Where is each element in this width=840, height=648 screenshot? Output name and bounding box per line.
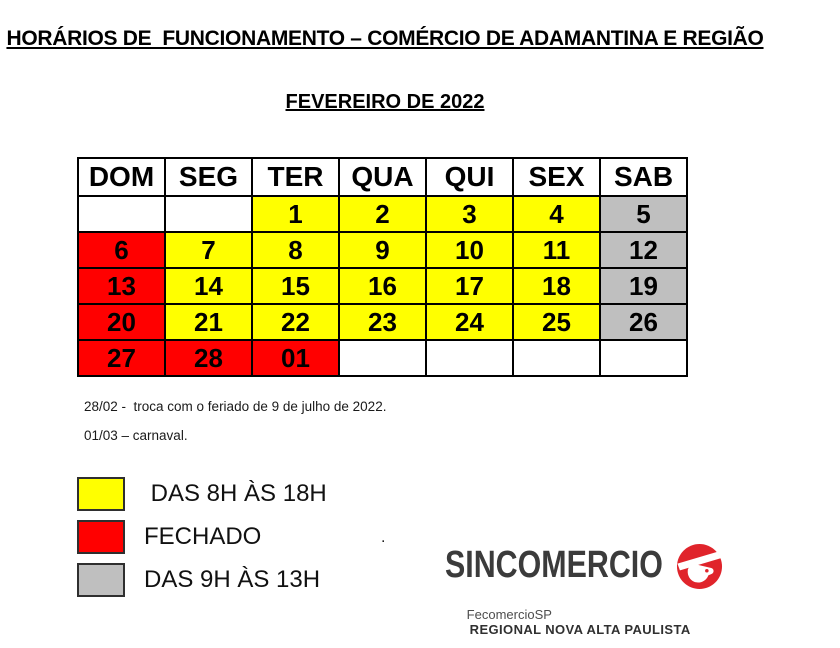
calendar-day-cell: 28	[164, 339, 253, 377]
brand-wordmark: SINCOMERCIO	[445, 544, 663, 586]
legend-label: FECHADO	[144, 523, 262, 550]
calendar-day-cell	[512, 339, 601, 377]
calendar-day-cell: 12	[599, 231, 688, 269]
weekday-header-seg: SEG	[164, 157, 253, 197]
footnotes: 28/02 - troca com o feriado de 9 de julh…	[84, 399, 386, 457]
calendar-day-cell: 16	[338, 267, 427, 305]
note-line: 01/03 – carnaval.	[84, 428, 188, 443]
page-title: HORÁRIOS DE FUNCIONAMENTO – COMÉRCIO DE …	[6, 27, 764, 50]
calendar-week-row: 20 21 22 23 24 25 26	[77, 303, 688, 341]
legend-item: DAS 8H ÀS 18H	[77, 477, 327, 511]
weekday-header-qui: QUI	[425, 157, 514, 197]
calendar-week-row: 27 28 01	[77, 339, 688, 377]
weekday-header-ter: TER	[251, 157, 340, 197]
calendar-day-cell: 24	[425, 303, 514, 341]
legend-swatch-open-9-13	[77, 563, 125, 597]
calendar-day-cell: 26	[599, 303, 688, 341]
calendar-day-cell: 5	[599, 195, 688, 233]
calendar-day-cell: 18	[512, 267, 601, 305]
legend: DAS 8H ÀS 18H FECHADO DAS 9H ÀS 13H	[77, 477, 327, 606]
legend-label: DAS 8H ÀS 18H	[144, 480, 327, 507]
tagline-regional: REGIONAL NOVA ALTA PAULISTA	[469, 622, 691, 637]
calendar-day-cell: 11	[512, 231, 601, 269]
calendar-day-cell: 8	[251, 231, 340, 269]
legend-label: DAS 9H ÀS 13H	[144, 566, 321, 593]
sincomercio-logo: SINCOMERCIO FecomercioSP REGIONAL NOVA A…	[445, 543, 735, 648]
legend-swatch-open-8-18	[77, 477, 125, 511]
fecomercio-circle-icon	[676, 543, 723, 590]
calendar-week-row: 1 2 3 4 5	[77, 195, 688, 233]
legend-item: FECHADO	[77, 520, 327, 554]
calendar-day-cell: 7	[164, 231, 253, 269]
calendar-day-cell: 9	[338, 231, 427, 269]
legend-item: DAS 9H ÀS 13H	[77, 563, 327, 597]
legend-swatch-closed	[77, 520, 125, 554]
calendar-week-row: 13 14 15 16 17 18 19	[77, 267, 688, 305]
calendar-day-cell	[338, 339, 427, 377]
calendar-day-cell: 10	[425, 231, 514, 269]
weekday-header-sex: SEX	[512, 157, 601, 197]
calendar-day-cell: 20	[77, 303, 166, 341]
logo-tagline: FecomercioSP REGIONAL NOVA ALTA PAULISTA	[445, 592, 735, 648]
stray-period: .	[381, 529, 386, 546]
calendar-day-cell: 23	[338, 303, 427, 341]
calendar-day-cell: 01	[251, 339, 340, 377]
weekday-header-dom: DOM	[77, 157, 166, 197]
page-subtitle: FEVEREIRO DE 2022	[285, 91, 485, 113]
weekday-header-sab: SAB	[599, 157, 688, 197]
calendar-day-cell	[77, 195, 166, 233]
brand-row: SINCOMERCIO	[445, 543, 735, 590]
calendar-day-cell: 3	[425, 195, 514, 233]
calendar-day-cell: 4	[512, 195, 601, 233]
calendar-day-cell	[164, 195, 253, 233]
weekday-header-row: DOM SEG TER QUA QUI SEX SAB	[77, 157, 688, 197]
tagline-fecomercio: FecomercioSP	[466, 607, 552, 622]
calendar-day-cell	[599, 339, 688, 377]
calendar-day-cell: 22	[251, 303, 340, 341]
calendar-day-cell	[425, 339, 514, 377]
weekday-header-qua: QUA	[338, 157, 427, 197]
calendar-day-cell: 6	[77, 231, 166, 269]
calendar-day-cell: 13	[77, 267, 166, 305]
note-line: 28/02 - troca com o feriado de 9 de julh…	[84, 399, 387, 414]
calendar-day-cell: 19	[599, 267, 688, 305]
calendar-day-cell: 27	[77, 339, 166, 377]
calendar-week-row: 6 7 8 9 10 11 12	[77, 231, 688, 269]
calendar-day-cell: 17	[425, 267, 514, 305]
calendar-day-cell: 21	[164, 303, 253, 341]
calendar-day-cell: 15	[251, 267, 340, 305]
schedule-calendar-table: DOM SEG TER QUA QUI SEX SAB 1 2 3 4 5 6	[77, 157, 688, 377]
calendar-day-cell: 25	[512, 303, 601, 341]
calendar-day-cell: 14	[164, 267, 253, 305]
calendar-day-cell: 2	[338, 195, 427, 233]
calendar-day-cell: 1	[251, 195, 340, 233]
